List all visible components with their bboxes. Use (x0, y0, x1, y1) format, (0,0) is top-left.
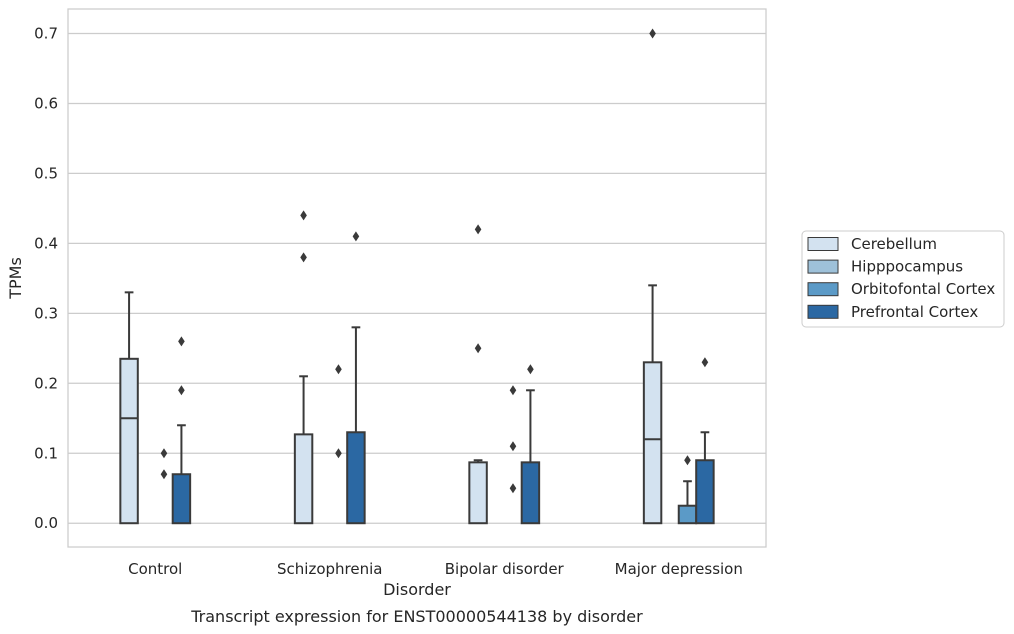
legend-swatch (807, 304, 839, 319)
outlier-point (509, 483, 517, 494)
outlier-point (300, 210, 307, 221)
y-axis-label: TPMs (6, 257, 25, 300)
chart-caption: Transcript expression for ENST0000054413… (190, 607, 643, 626)
box-body (119, 357, 139, 525)
y-tick-label: 0.7 (34, 24, 58, 42)
x-tick-labels: Control Schizophrenia Bipolar disorder Majo… (128, 560, 743, 578)
box-body (293, 433, 314, 525)
y-tick-label: 0.5 (34, 164, 58, 182)
outlier-point (160, 448, 168, 459)
box (293, 375, 314, 525)
y-tick-label: 0.4 (34, 234, 58, 252)
outlier-point (178, 336, 185, 347)
box (346, 326, 366, 525)
legend-swatch (807, 237, 839, 251)
box (468, 459, 488, 525)
y-tick-label: 0.0 (34, 514, 58, 532)
legend-label: Orbitofontal Cortex (851, 280, 995, 298)
y-tick-label: 0.2 (34, 374, 58, 392)
outlier-point (178, 385, 185, 396)
box (520, 389, 541, 525)
outlier-point (335, 448, 342, 459)
outlier-point (474, 224, 482, 235)
outlier-point (352, 231, 360, 242)
legend-label: Hipppocampus (851, 258, 963, 276)
outlier-point (649, 28, 656, 39)
grid-lines (68, 32, 766, 524)
legend-swatch (807, 259, 839, 274)
box (642, 284, 663, 525)
legend-swatch (807, 282, 839, 297)
outliers (160, 28, 709, 494)
y-tick-labels: 0.0 0.1 0.2 0.3 0.4 0.5 0.6 0.7 (34, 24, 58, 532)
outlier-point (335, 364, 342, 375)
boxes (119, 284, 715, 525)
box-body (642, 361, 663, 525)
outlier-point (684, 455, 691, 466)
box (119, 291, 139, 525)
x-axis-label: Disorder (383, 580, 451, 599)
outlier-point (474, 343, 482, 354)
legend-frame (801, 230, 1005, 328)
legend-label: Prefrontal Cortex (851, 303, 978, 321)
outlier-point (527, 364, 534, 375)
plot-frame (67, 8, 767, 548)
outlier-point (509, 441, 517, 452)
legend: Cerebellum Hipppocampus Orbitofontal Corte… (801, 230, 1005, 328)
x-tick-label: Control (128, 560, 182, 578)
box (677, 480, 698, 525)
x-tick-label: Schizophrenia (277, 560, 382, 578)
y-tick-label: 0.1 (34, 444, 58, 462)
outlier-point (300, 252, 307, 263)
x-tick-label: Bipolar disorder (445, 560, 565, 578)
box-body (346, 431, 366, 525)
x-tick-label: Major depression (615, 560, 743, 578)
box-body (520, 461, 541, 525)
outlier-point (701, 357, 709, 368)
y-tick-label: 0.3 (34, 304, 58, 322)
outlier-point (160, 469, 168, 480)
box-body (171, 473, 192, 525)
box (171, 424, 192, 525)
box-body (677, 504, 698, 525)
legend-label: Cerebellum (851, 235, 937, 253)
outlier-point (509, 385, 517, 396)
y-tick-label: 0.6 (34, 94, 58, 112)
box (695, 431, 715, 525)
box-body (695, 459, 715, 525)
box-body (468, 461, 488, 525)
